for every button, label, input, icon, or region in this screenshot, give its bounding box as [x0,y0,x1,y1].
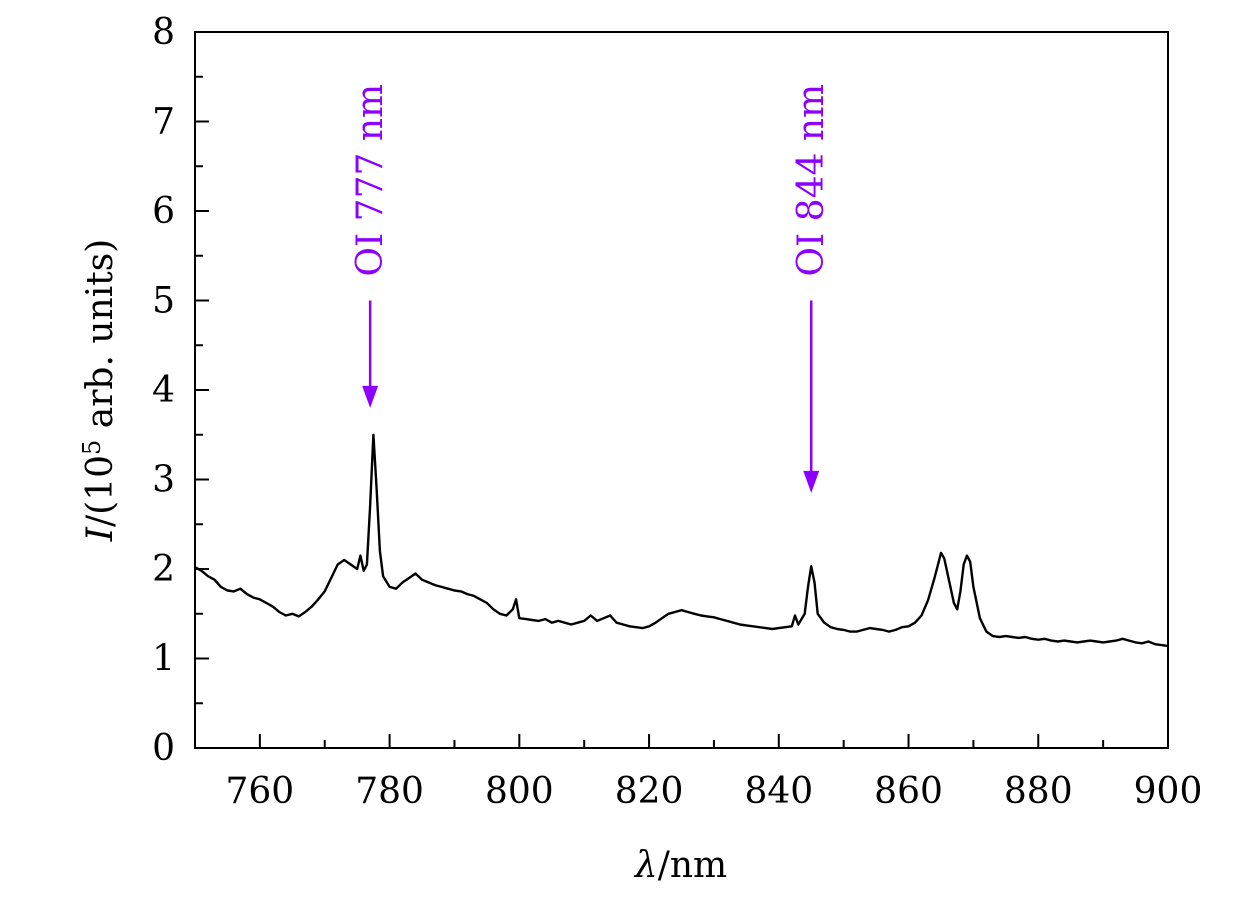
x-tick-label: 900 [1134,771,1203,812]
y-tick-label: 6 [152,191,175,232]
y-axis-suffix: arb. units) [80,239,121,440]
y-axis-symbol: I [80,526,121,542]
y-tick-label: 7 [152,102,175,143]
x-tick-label: 880 [1004,771,1073,812]
x-tick-label: 860 [874,771,943,812]
annotation-label: OI 777 nm [350,84,391,277]
y-axis-prefix: /(10 [80,455,121,527]
y-tick-label: 0 [152,728,175,769]
spectrum-series-line [194,433,1169,648]
x-axis-unit: /nm [658,845,727,886]
x-tick-label: 780 [355,771,424,812]
x-tick-label: 840 [744,771,813,812]
x-axis-title: λ/nm [633,845,727,886]
y-tick-label: 1 [152,639,175,680]
annotation-arrow-head [803,470,820,493]
axis-ticks [194,31,1169,749]
x-tick-labels: 760 780 800 820 840 860 880 900 [226,771,1203,812]
y-tick-label: 3 [152,460,175,501]
annotation-arrow-head [362,385,379,408]
y-tick-labels: 0 1 2 3 4 5 6 7 8 [152,12,175,769]
y-axis-exponent: 5 [78,440,106,455]
plot-frame [194,31,1169,749]
peak-annotations: OI 777 nm OI 844 nm [350,84,832,493]
y-tick-label: 5 [152,281,175,322]
x-tick-label: 760 [226,771,295,812]
x-axis-symbol: λ [633,845,658,886]
y-tick-label: 4 [152,370,175,411]
x-tick-label: 800 [485,771,554,812]
x-tick-label: 820 [615,771,684,812]
y-axis-title: I/(105 arb. units) [78,239,121,542]
annotation-label: OI 844 nm [791,84,832,277]
y-tick-label: 8 [152,12,175,53]
y-tick-label: 2 [152,549,175,590]
